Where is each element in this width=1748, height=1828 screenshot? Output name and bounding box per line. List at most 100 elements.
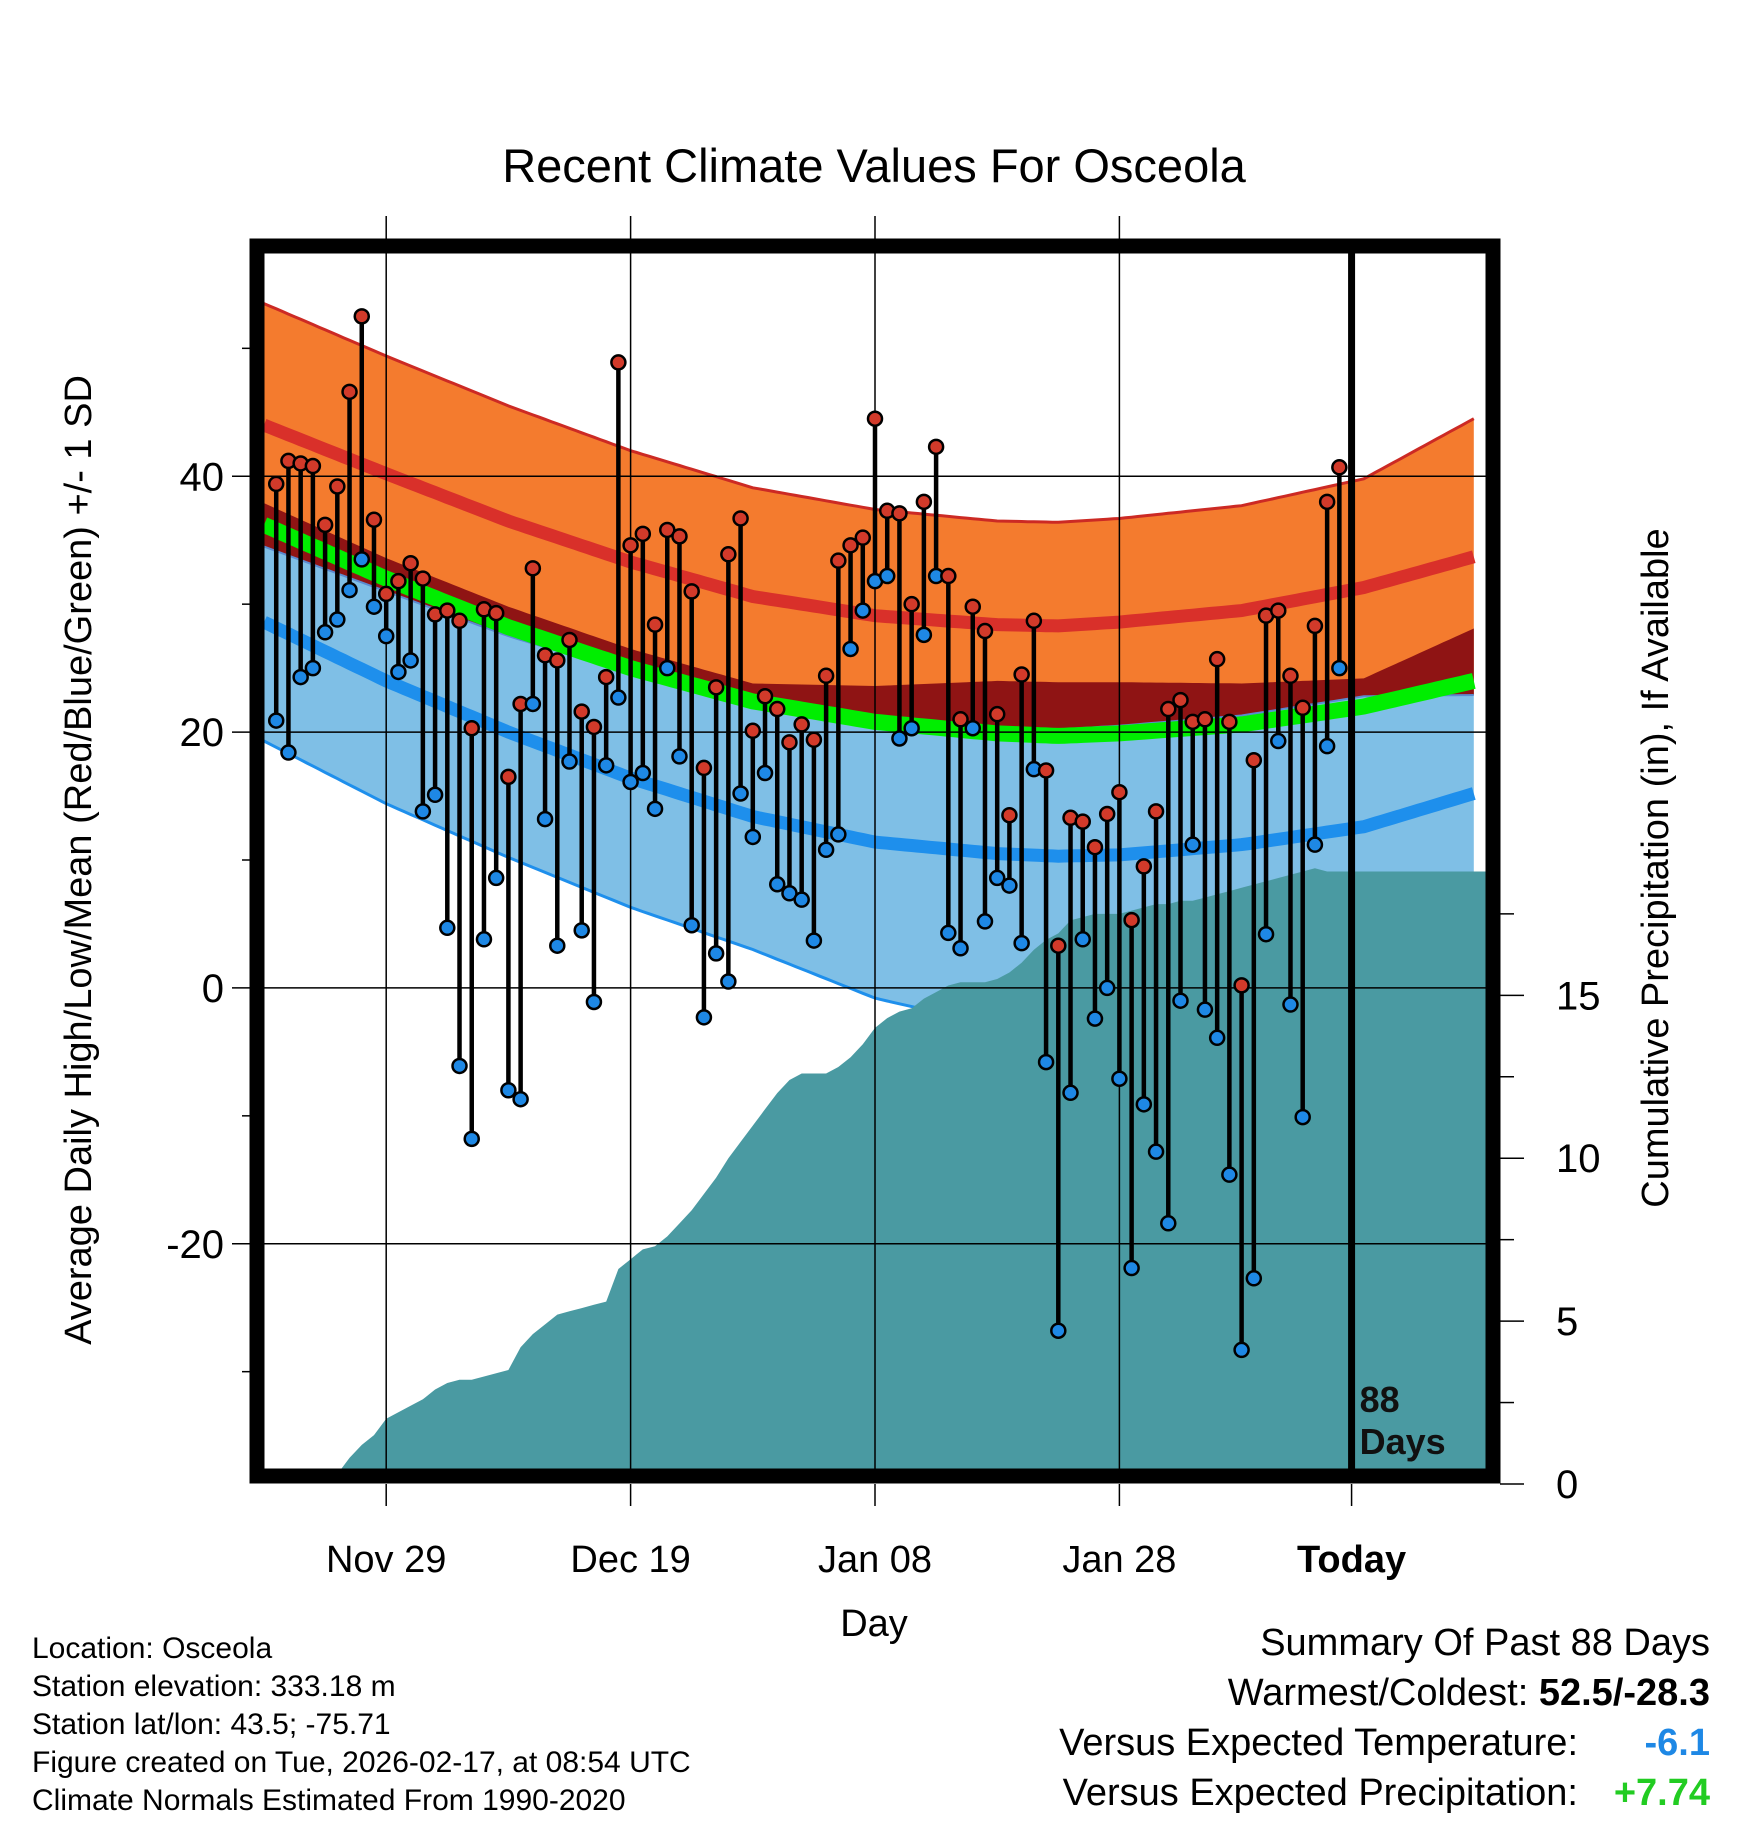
daily-high-point — [659, 521, 676, 539]
daily-high-point — [793, 716, 810, 733]
daily-low-point — [1086, 1010, 1104, 1027]
daily-low-point — [622, 773, 639, 791]
daily-high-point — [549, 652, 566, 669]
y2-tick-label: 10 — [1556, 1137, 1601, 1181]
daily-high-point — [903, 595, 920, 613]
daily-low-point — [329, 611, 346, 628]
chart-title: Recent Climate Values For Osceola — [502, 139, 1246, 192]
daily-low-point — [390, 663, 407, 681]
daily-low-point — [1098, 979, 1116, 997]
daily-high-point — [1172, 691, 1189, 709]
daily-low-point — [487, 869, 505, 887]
y2-tick-label: 0 — [1556, 1463, 1578, 1507]
temp-departure-value: -6.1 — [1644, 1722, 1710, 1764]
daily-low-point — [341, 581, 358, 599]
daily-low-point — [475, 931, 493, 948]
normal-low-line — [264, 616, 1476, 863]
daily-low-point — [316, 624, 334, 641]
daily-high-point — [1123, 911, 1140, 929]
daily-low-point — [597, 757, 615, 774]
daily-high-point — [390, 572, 407, 590]
daily-high-point — [316, 516, 334, 534]
daily-low-point — [1233, 1341, 1250, 1359]
daily-low-point — [756, 764, 774, 782]
daily-high-point — [976, 622, 994, 640]
elevation-text: Station elevation: 333.18 m — [32, 1670, 396, 1703]
daily-high-point — [329, 478, 346, 495]
x-axis-label: Day — [840, 1603, 908, 1645]
y2-axis-label: Cumulative Precipitation (in), If Availa… — [1635, 528, 1677, 1207]
daily-high-point — [365, 511, 383, 528]
daily-low-point — [549, 937, 566, 954]
daily-high-point — [744, 722, 762, 740]
daily-high-point — [756, 688, 774, 705]
daily-high-point — [634, 525, 652, 543]
daily-low-point — [402, 652, 419, 669]
high-sd-upper-edge — [264, 302, 1475, 524]
daily-high-point — [561, 631, 578, 649]
daily-high-point — [1306, 617, 1324, 635]
daily-high-point — [1098, 805, 1116, 823]
daily-low-point — [940, 924, 957, 942]
daily-low-point — [842, 640, 859, 658]
daily-high-point — [952, 711, 969, 728]
daily-low-point — [732, 785, 749, 802]
y2-tick-label: 15 — [1556, 974, 1601, 1018]
days-label-text: Days — [1360, 1421, 1446, 1462]
daily-low-point — [1062, 1084, 1079, 1102]
daily-high-point — [830, 552, 847, 569]
daily-low-point — [805, 932, 823, 949]
daily-low-point — [1074, 931, 1091, 948]
daily-high-point — [671, 528, 688, 545]
daily-low-point — [1306, 836, 1324, 853]
daily-low-point — [500, 1082, 517, 1099]
daily-high-point — [1147, 803, 1165, 820]
daily-low-point — [915, 626, 933, 644]
daily-low-point — [707, 945, 725, 962]
daily-high-point — [451, 612, 468, 630]
normals-text: Climate Normals Estimated From 1990-2020 — [32, 1784, 626, 1817]
daily-high-point — [1050, 937, 1067, 954]
daily-high-point — [854, 529, 872, 546]
daily-high-point — [487, 604, 505, 622]
daily-low-point — [964, 719, 982, 737]
daily-low-point — [463, 1130, 480, 1148]
daily-high-point — [805, 731, 823, 749]
daily-low-point — [903, 719, 920, 737]
daily-high-point — [781, 734, 798, 751]
daily-high-point — [1294, 699, 1311, 717]
daily-low-point — [1196, 1001, 1214, 1018]
daily-high-point — [622, 537, 639, 554]
daily-high-point — [1074, 813, 1091, 830]
daily-low-point — [1257, 925, 1275, 943]
daily-high-point — [1208, 650, 1226, 668]
daily-high-point — [927, 438, 945, 456]
days-label-number: 88 — [1360, 1379, 1400, 1420]
daily-low-point — [426, 786, 444, 804]
daily-low-point — [439, 919, 456, 937]
daily-high-point — [1086, 838, 1104, 856]
daily-low-point — [1050, 1322, 1067, 1339]
daily-low-point — [610, 689, 627, 706]
y-tick-label: 20 — [180, 711, 225, 755]
daily-low-point — [817, 841, 835, 859]
daily-low-point — [292, 668, 309, 686]
daily-low-point — [768, 876, 786, 893]
daily-low-point — [524, 695, 542, 713]
daily-low-point — [1123, 1259, 1140, 1277]
warmest-value: 52.5/-28.3 — [1538, 1672, 1710, 1714]
temp-departure-label: Versus Expected Temperature: — [1059, 1722, 1578, 1764]
daily-low-point — [280, 744, 297, 761]
warmest-label: Warmest/Coldest: — [1227, 1672, 1529, 1714]
daily-high-point — [988, 705, 1006, 723]
daily-high-point — [1111, 783, 1128, 801]
daily-low-point — [793, 891, 810, 908]
y2-tick-label: 5 — [1556, 1300, 1578, 1344]
daily-high-point — [439, 602, 456, 619]
daily-low-point — [891, 730, 908, 747]
daily-low-point — [1331, 659, 1348, 677]
daily-high-point — [304, 457, 322, 475]
daily-high-point — [1160, 700, 1177, 718]
daily-high-point — [768, 700, 786, 718]
